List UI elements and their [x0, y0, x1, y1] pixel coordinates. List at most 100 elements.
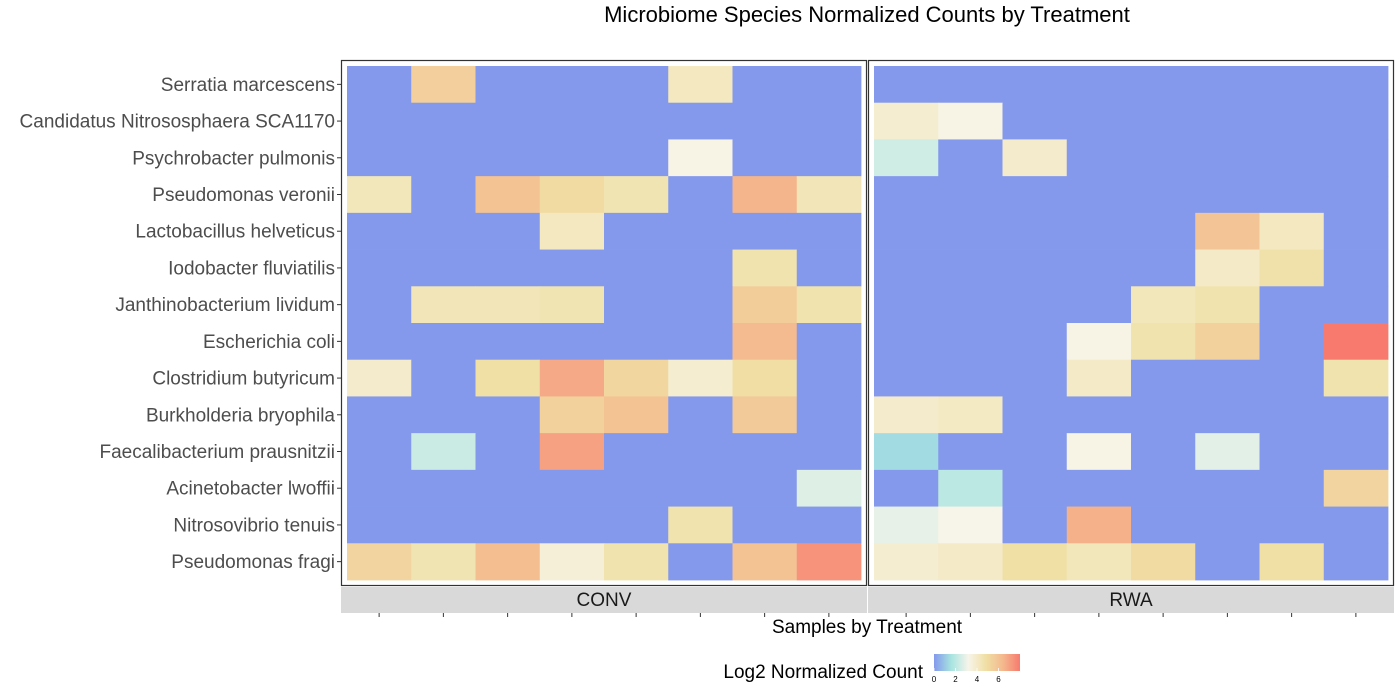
heatmap-cell	[539, 396, 605, 434]
heatmap-cell	[874, 286, 939, 324]
heatmap-cell	[1002, 433, 1068, 471]
heatmap-cell	[1259, 396, 1325, 434]
heatmap-cell	[604, 323, 669, 361]
heatmap-cell	[1002, 66, 1068, 104]
heatmap-cell	[1131, 66, 1196, 104]
heatmap-cell	[1002, 102, 1068, 140]
heatmap-cell	[668, 176, 733, 214]
facet-strip	[868, 587, 1394, 613]
species-label: Faecalibacterium prausnitzii	[100, 442, 336, 463]
heatmap-cell	[1195, 433, 1260, 471]
heatmap-cell	[1131, 176, 1196, 214]
heatmap-cell	[1066, 433, 1132, 471]
heatmap-cell	[475, 543, 541, 581]
heatmap-cell	[874, 506, 939, 544]
heatmap-cell	[1259, 359, 1325, 397]
heatmap-cell	[1259, 506, 1325, 544]
heatmap-cell	[604, 359, 669, 397]
heatmap-cell	[1323, 543, 1389, 581]
species-label: Acinetobacter lwoffii	[166, 479, 335, 500]
heatmap-cell	[1323, 286, 1389, 324]
heatmap-cell	[1195, 139, 1260, 177]
heatmap-cell	[411, 102, 476, 140]
facet-strip	[341, 587, 867, 613]
heatmap-cell	[796, 469, 862, 507]
heatmap-cell	[938, 359, 1003, 397]
legend-title: Log2 Normalized Count	[723, 662, 923, 683]
heatmap-cell	[475, 469, 541, 507]
heatmap-cell	[732, 176, 798, 214]
heatmap-cell	[1259, 543, 1325, 581]
heatmap-cell	[604, 249, 669, 287]
species-label: Serratia marcescens	[161, 75, 335, 96]
heatmap-cell	[874, 359, 939, 397]
heatmap-cell	[1195, 176, 1260, 214]
heatmap-cell	[1131, 249, 1196, 287]
heatmap-cell	[796, 102, 862, 140]
heatmap-cell	[1131, 469, 1196, 507]
heatmap-cell	[874, 176, 939, 214]
heatmap-cell	[668, 359, 733, 397]
heatmap-cell	[938, 286, 1003, 324]
heatmap-cell	[938, 139, 1003, 177]
heatmap-cell	[347, 506, 412, 544]
heatmap-cell	[411, 359, 476, 397]
heatmap-cell	[604, 396, 669, 434]
heatmap-cell	[668, 323, 733, 361]
species-label: Psychrobacter pulmonis	[132, 148, 335, 169]
heatmap-cell	[1195, 469, 1260, 507]
heatmap-cell	[539, 286, 605, 324]
heatmap-cell	[1002, 506, 1068, 544]
heatmap-cell	[732, 102, 798, 140]
heatmap-cell	[347, 139, 412, 177]
heatmap-cell	[539, 176, 605, 214]
heatmap-cell	[732, 506, 798, 544]
heatmap-cell	[874, 433, 939, 471]
heatmap-cell	[604, 139, 669, 177]
heatmap-cell	[1066, 286, 1132, 324]
heatmap-cell	[539, 212, 605, 250]
heatmap-cell	[1131, 212, 1196, 250]
heatmap-cell	[668, 506, 733, 544]
heatmap-cell	[732, 359, 798, 397]
heatmap-cell	[1002, 469, 1068, 507]
chart-title: Microbiome Species Normalized Counts by …	[604, 2, 1130, 27]
heatmap-cell	[411, 469, 476, 507]
heatmap-cell	[1195, 543, 1260, 581]
heatmap-cell	[1259, 139, 1325, 177]
heatmap-cell	[1259, 66, 1325, 104]
species-label: Nitrosovibrio tenuis	[173, 515, 335, 536]
heatmap-cell	[1066, 506, 1132, 544]
heatmap-cell	[938, 102, 1003, 140]
heatmap-cell	[732, 469, 798, 507]
species-label: Janthinobacterium lividum	[115, 295, 335, 316]
heatmap-cell	[475, 176, 541, 214]
heatmap-cell	[1002, 249, 1068, 287]
heatmap-cell	[1131, 286, 1196, 324]
heatmap-cell	[1002, 286, 1068, 324]
heatmap-cell	[1259, 323, 1325, 361]
legend-tick-label: 2	[953, 675, 958, 684]
color-legend: Log2 Normalized Count 0 2 4 6	[723, 654, 1020, 684]
heatmap-cell	[1195, 286, 1260, 324]
heatmap-cell	[539, 139, 605, 177]
heatmap-cell	[874, 212, 939, 250]
species-label: Burkholderia bryophila	[146, 405, 335, 426]
heatmap-cell	[1131, 433, 1196, 471]
heatmap-cell	[1066, 323, 1132, 361]
heatmap-cell	[539, 506, 605, 544]
heatmap-panels: CONV RWA	[340, 59, 1395, 617]
heatmap-cell	[668, 249, 733, 287]
legend-tick-label: 0	[932, 675, 937, 684]
heatmap-cell	[1259, 433, 1325, 471]
heatmap-cell	[796, 139, 862, 177]
heatmap-cell	[732, 249, 798, 287]
heatmap-cell	[1002, 139, 1068, 177]
heatmap-cell	[475, 212, 541, 250]
heatmap-cell	[796, 323, 862, 361]
heatmap-cell	[938, 323, 1003, 361]
heatmap-cell	[1323, 139, 1389, 177]
heatmap-cell	[796, 212, 862, 250]
heatmap-cell	[1195, 102, 1260, 140]
heatmap-cell	[938, 249, 1003, 287]
